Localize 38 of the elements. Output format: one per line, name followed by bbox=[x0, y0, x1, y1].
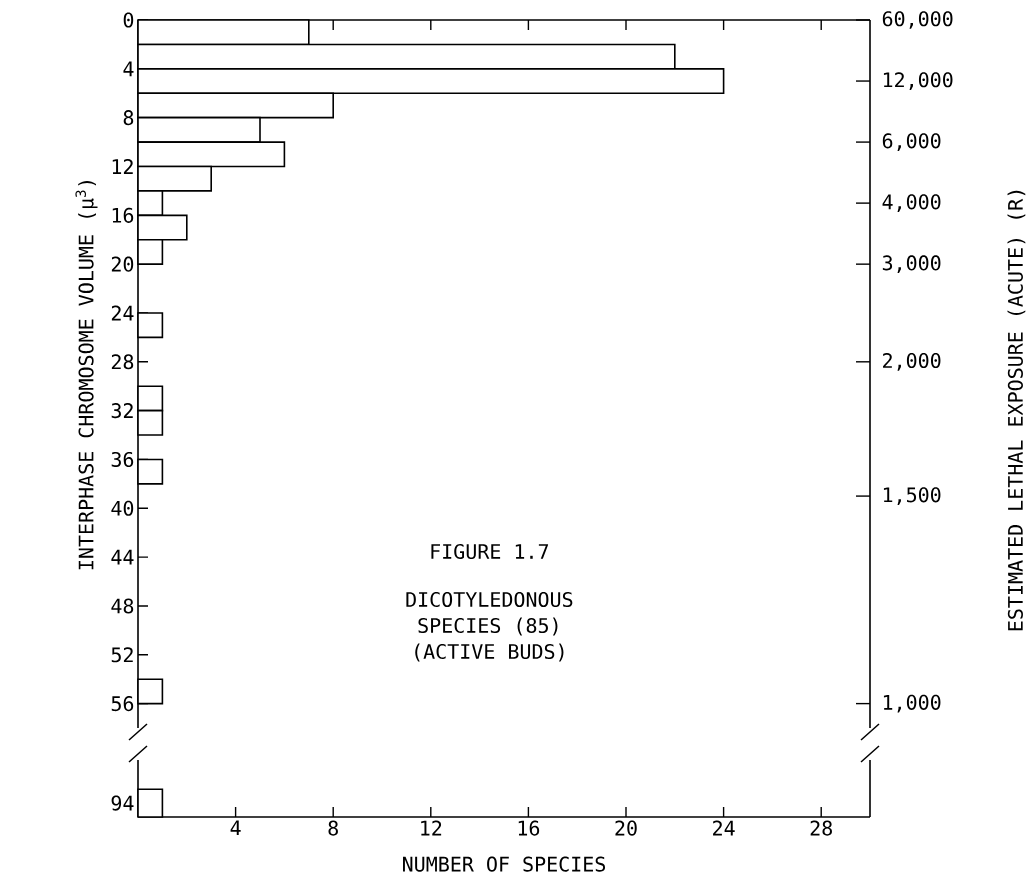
text: 12,000 bbox=[883, 72, 953, 90]
y-tick-label: 24 bbox=[111, 305, 134, 321]
text: 1,000 bbox=[883, 694, 941, 713]
text: 4,000 bbox=[882, 194, 941, 212]
y-axis-title: INTERPHASE CHROMOSOME VOLUME (μ$^{3}$) bbox=[75, 181, 98, 570]
y-tick-label: 28 bbox=[111, 354, 134, 370]
text: 3,000 bbox=[882, 255, 941, 273]
y-tick-label: 4 bbox=[123, 61, 134, 77]
y-tick-label: 56 bbox=[111, 696, 134, 712]
x-tick-label: 24 bbox=[713, 820, 735, 836]
annotation: DICOTYLEDONOUS bbox=[406, 591, 573, 608]
y-tick-label: 8 bbox=[123, 110, 134, 126]
x-tick-label: 28 bbox=[810, 820, 832, 836]
x-axis-title: NUMBER OF SPECIES bbox=[403, 856, 606, 872]
annotation: SPECIES (85) bbox=[418, 617, 558, 636]
x-tick-label: 12 bbox=[421, 820, 442, 836]
y-tick-label: 94 bbox=[111, 795, 134, 811]
y-tick-label: 0 bbox=[123, 12, 134, 28]
annotation: FIGURE 1.7 bbox=[431, 543, 549, 560]
y-tick-label: 44 bbox=[111, 549, 134, 565]
annotation: (ACTIVE BUDS) bbox=[415, 643, 564, 662]
x-tick-label: 16 bbox=[518, 820, 540, 836]
text: 60,000 bbox=[882, 11, 953, 29]
y-tick-label: 32 bbox=[111, 403, 133, 419]
y-tick-label: 52 bbox=[111, 647, 133, 663]
text: 2,000 bbox=[883, 352, 941, 371]
x-tick-label: 4 bbox=[230, 820, 241, 836]
x-tick-label: 20 bbox=[615, 820, 637, 836]
text: 1,500 bbox=[883, 487, 941, 505]
y-tick-label: 48 bbox=[111, 598, 134, 614]
x-tick-label: 8 bbox=[328, 820, 338, 836]
y-tick-label: 16 bbox=[112, 207, 134, 223]
y-tick-label: 36 bbox=[111, 451, 134, 468]
y-tick-label: 20 bbox=[111, 256, 134, 272]
y-tick-label: 12 bbox=[112, 159, 133, 174]
text: 6,000 bbox=[882, 133, 941, 151]
y2-axis-title: ESTIMATED LETHAL EXPOSURE (ACUTE) (R) bbox=[1007, 190, 1026, 631]
y-tick-label: 40 bbox=[111, 500, 134, 516]
